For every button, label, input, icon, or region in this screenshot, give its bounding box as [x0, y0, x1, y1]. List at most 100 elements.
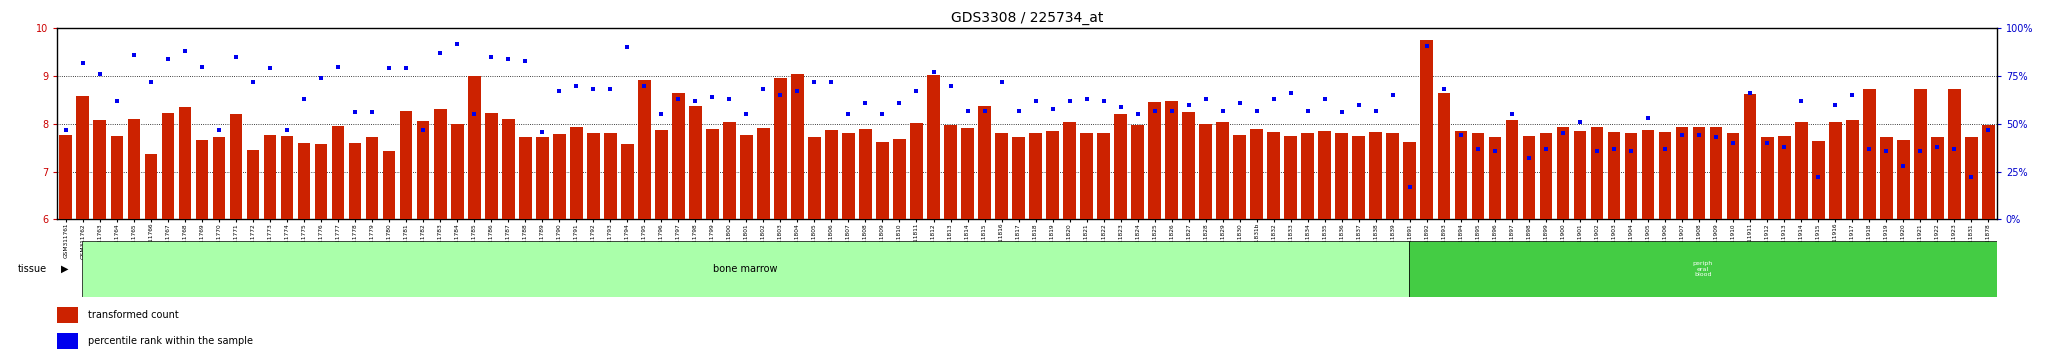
- Bar: [213, 137, 225, 219]
- Point: [168, 48, 201, 54]
- Bar: [59, 135, 72, 219]
- Bar: [774, 78, 786, 219]
- Point: [475, 54, 508, 60]
- Point: [713, 96, 745, 102]
- Bar: [672, 93, 684, 219]
- Point: [84, 72, 117, 77]
- Bar: [195, 140, 209, 219]
- Bar: [332, 126, 344, 219]
- Point: [492, 56, 524, 62]
- Bar: [1845, 120, 1860, 219]
- Bar: [893, 139, 905, 219]
- Bar: [637, 80, 651, 219]
- Bar: [1233, 135, 1245, 219]
- Bar: [1352, 136, 1366, 219]
- Bar: [909, 124, 924, 219]
- Point: [1053, 98, 1085, 104]
- Point: [356, 110, 389, 115]
- Point: [1581, 148, 1614, 154]
- Point: [1835, 92, 1868, 98]
- Bar: [399, 111, 412, 219]
- Point: [1767, 144, 1800, 150]
- Point: [1393, 184, 1425, 190]
- Point: [1223, 100, 1255, 106]
- Point: [969, 108, 1001, 113]
- Bar: [961, 128, 975, 219]
- Point: [270, 127, 303, 132]
- Point: [1683, 132, 1716, 138]
- Text: GDS3308 / 225734_at: GDS3308 / 225734_at: [950, 11, 1104, 25]
- Bar: [1489, 137, 1501, 219]
- Point: [1819, 102, 1851, 108]
- Bar: [1931, 137, 1944, 219]
- Bar: [518, 137, 532, 219]
- Point: [1563, 119, 1595, 125]
- Bar: [1642, 130, 1655, 219]
- Point: [764, 92, 797, 98]
- Bar: [621, 144, 633, 219]
- Bar: [1812, 141, 1825, 219]
- Bar: [281, 136, 293, 219]
- Bar: [246, 150, 260, 219]
- Bar: [1403, 142, 1417, 219]
- Point: [1614, 148, 1647, 154]
- Bar: [434, 109, 446, 219]
- Text: tissue: tissue: [18, 264, 47, 274]
- Bar: [264, 135, 276, 219]
- Bar: [1012, 137, 1024, 219]
- Point: [680, 98, 713, 104]
- Point: [1886, 163, 1919, 169]
- Bar: [723, 121, 735, 219]
- Bar: [1829, 121, 1841, 219]
- Point: [186, 64, 219, 69]
- Bar: [1710, 127, 1722, 219]
- Bar: [1505, 120, 1518, 219]
- Bar: [825, 130, 838, 219]
- Point: [1444, 132, 1477, 138]
- Bar: [1130, 125, 1145, 219]
- Point: [1700, 135, 1733, 140]
- Bar: [1063, 122, 1075, 219]
- Bar: [1114, 114, 1126, 219]
- Point: [831, 112, 864, 117]
- Bar: [348, 143, 360, 219]
- Bar: [1982, 125, 1995, 219]
- Bar: [553, 135, 565, 219]
- Bar: [297, 143, 311, 219]
- Point: [799, 79, 831, 85]
- Bar: [111, 136, 123, 219]
- Point: [1155, 108, 1188, 113]
- Bar: [485, 113, 498, 219]
- Bar: [688, 106, 702, 219]
- Bar: [1624, 133, 1638, 219]
- Bar: [1047, 131, 1059, 219]
- Point: [1411, 43, 1444, 48]
- Bar: [1386, 133, 1399, 219]
- Bar: [1659, 132, 1671, 219]
- Point: [459, 112, 492, 117]
- Bar: [758, 128, 770, 219]
- Bar: [1079, 133, 1094, 219]
- Bar: [229, 114, 242, 219]
- Bar: [1454, 131, 1466, 219]
- Point: [918, 69, 950, 75]
- Point: [883, 100, 915, 106]
- Bar: [1948, 90, 1960, 219]
- Point: [1341, 102, 1374, 108]
- Bar: [367, 137, 379, 219]
- Point: [645, 112, 678, 117]
- Bar: [979, 106, 991, 219]
- Bar: [791, 74, 803, 219]
- Bar: [1726, 132, 1739, 219]
- Bar: [383, 151, 395, 219]
- Point: [1972, 127, 2005, 132]
- Point: [1495, 112, 1528, 117]
- Bar: [1200, 124, 1212, 219]
- Point: [1632, 115, 1665, 121]
- Point: [662, 96, 694, 102]
- Point: [1802, 175, 1835, 180]
- Bar: [877, 142, 889, 219]
- Bar: [1573, 131, 1587, 219]
- Point: [526, 129, 559, 135]
- Bar: [1421, 40, 1434, 219]
